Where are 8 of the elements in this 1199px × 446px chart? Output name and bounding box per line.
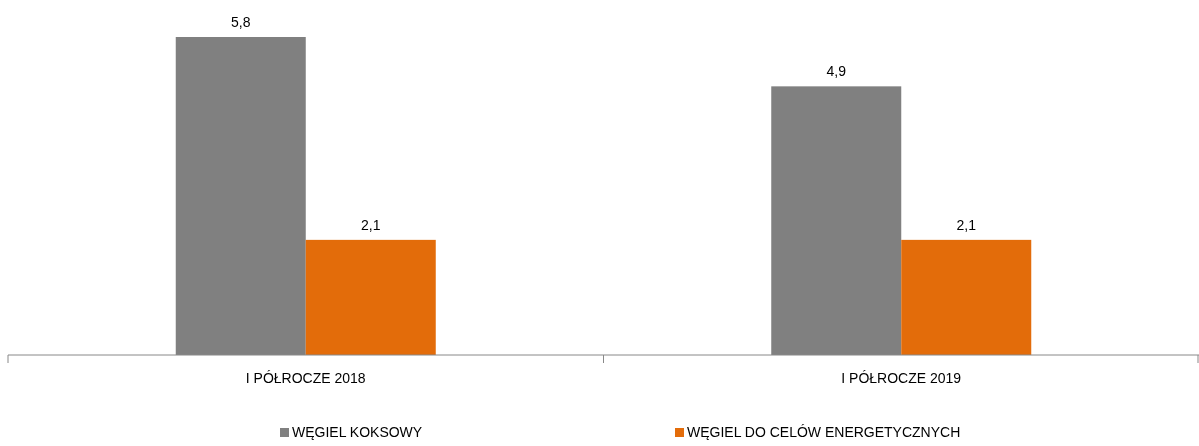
data-label: 4,9 xyxy=(826,63,847,80)
legend-label: WĘGIEL DO CELÓW ENERGETYCZNYCH xyxy=(687,424,961,440)
legend-label: WĘGIEL KOKSOWY xyxy=(292,424,423,440)
x-tick-label: I PÓŁROCZE 2019 xyxy=(841,370,962,386)
data-label: 5,8 xyxy=(231,14,251,30)
data-label: 2,1 xyxy=(956,216,977,233)
x-tick-label: I PÓŁROCZE 2018 xyxy=(245,370,366,386)
data-label: 2,1 xyxy=(361,216,381,233)
